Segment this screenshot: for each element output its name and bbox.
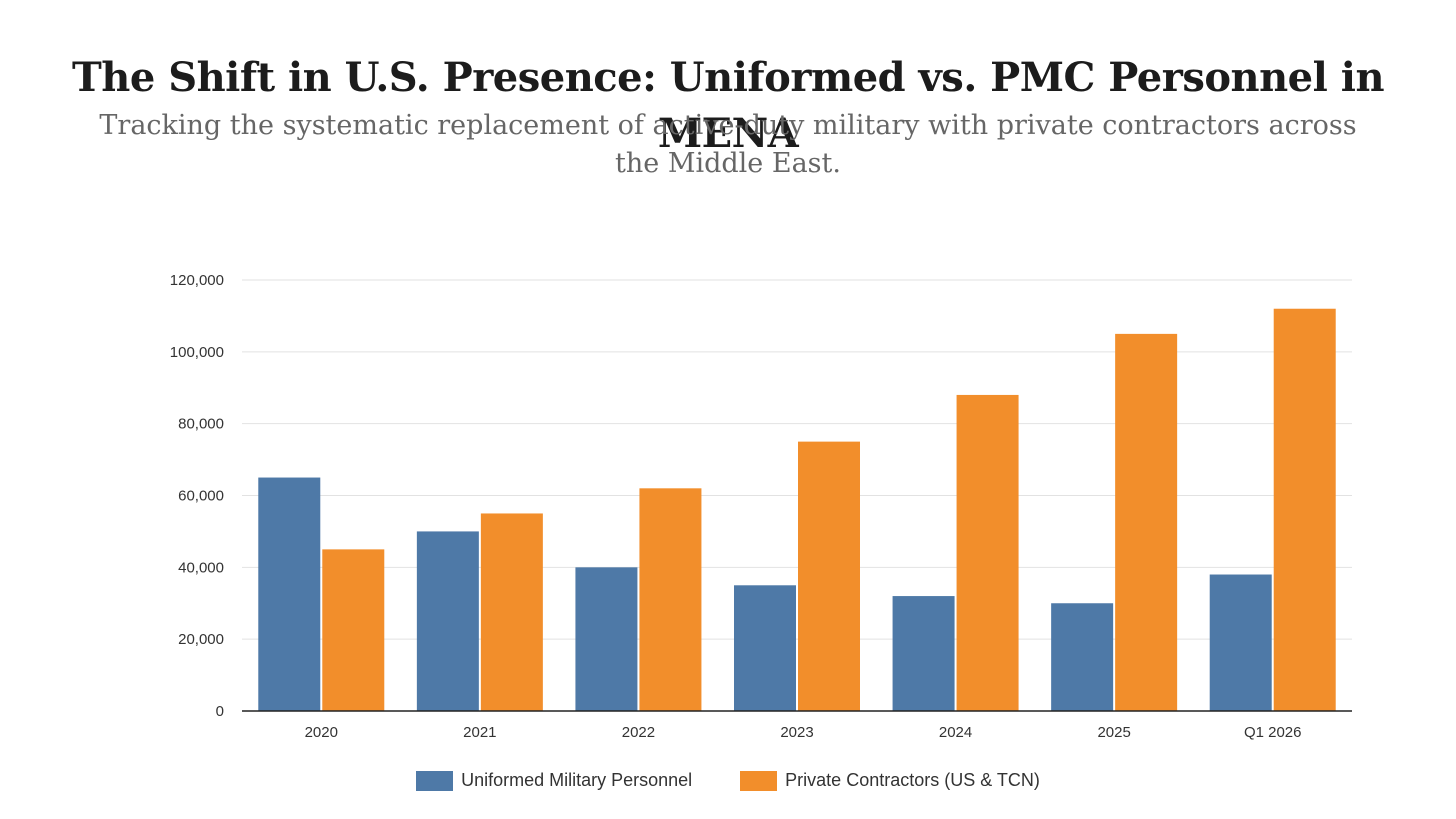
y-tick-label: 40,000	[178, 559, 224, 576]
bar-uniformed	[892, 596, 955, 711]
bar-contractors	[1273, 308, 1336, 711]
bar-uniformed	[258, 477, 321, 711]
bar-chart: 0 20,000 40,000 60,000 80,000 100,000 120,000 2…	[170, 272, 1352, 741]
legend-item-contractors[interactable]: Private Contractors (US & TCN)	[740, 770, 1040, 791]
chart-title: The Shift in U.S. Presence: Uniformed vs…	[71, 54, 1385, 157]
y-tick-label: 0	[216, 703, 224, 720]
bar-uniformed	[1209, 574, 1272, 711]
bar-contractors	[639, 488, 702, 711]
y-tick-label: 120,000	[170, 272, 224, 289]
y-tick-label: 20,000	[178, 631, 224, 648]
x-tick-label: 2020	[305, 724, 338, 741]
chart-legend: Uniformed Military Personnel Private Con…	[0, 770, 1456, 791]
y-tick-label: 80,000	[178, 416, 224, 433]
x-tick-label: 2025	[1097, 724, 1130, 741]
bar-contractors	[322, 549, 385, 711]
legend-label-uniformed: Uniformed Military Personnel	[461, 770, 693, 790]
legend-label-contractors: Private Contractors (US & TCN)	[785, 770, 1040, 790]
x-tick-label: 2021	[463, 724, 496, 741]
bar-uniformed	[734, 585, 796, 711]
bar-uniformed	[416, 531, 479, 711]
y-tick-label: 100,000	[170, 344, 224, 361]
bar-contractors	[1115, 333, 1178, 711]
x-tick-label: 2024	[939, 724, 972, 741]
x-tick-label: Q1 2026	[1244, 724, 1302, 741]
chart-subtitle: Tracking the systematic replacement of a…	[99, 110, 1357, 179]
legend-item-uniformed[interactable]: Uniformed Military Personnel	[416, 770, 692, 791]
bar-contractors	[956, 394, 1019, 711]
bar-contractors	[480, 513, 543, 711]
x-tick-label: 2022	[622, 724, 655, 741]
x-tick-label: 2023	[780, 724, 813, 741]
legend-swatch-uniformed	[416, 770, 454, 791]
bar-uniformed	[575, 567, 638, 711]
bar-contractors	[798, 441, 860, 711]
y-tick-label: 60,000	[178, 488, 224, 505]
legend-swatch-contractors	[740, 770, 778, 791]
bar-uniformed	[1051, 603, 1114, 711]
